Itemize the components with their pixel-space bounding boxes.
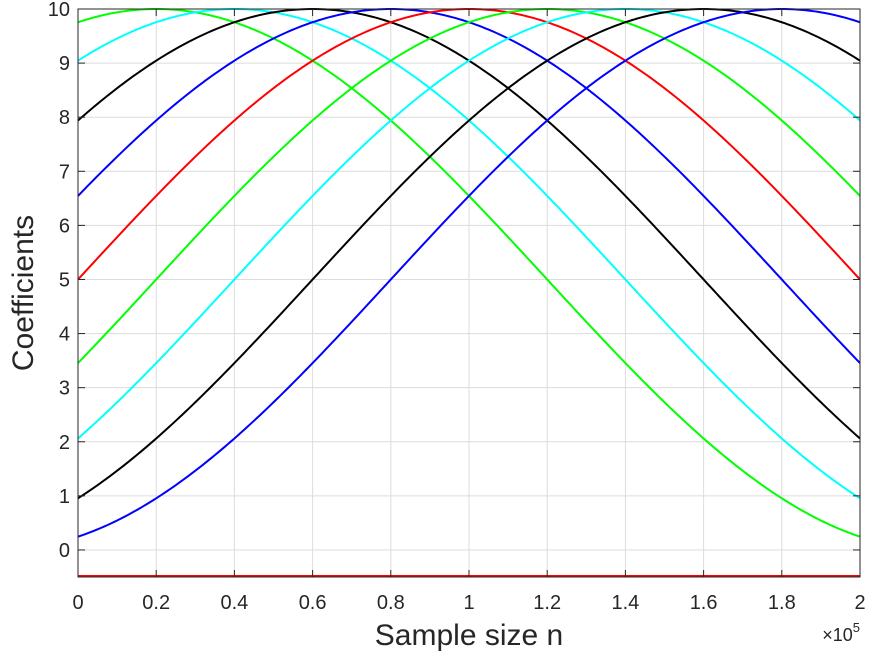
y-tick-label: 4 xyxy=(59,324,70,346)
y-tick-label: 9 xyxy=(59,53,70,75)
x-axis-exponent: ×105 xyxy=(822,620,860,645)
y-tick-label: 8 xyxy=(59,107,70,129)
x-tick-label: 0.8 xyxy=(377,592,405,614)
y-tick-label: 1 xyxy=(59,486,70,508)
y-tick-label: 7 xyxy=(59,161,70,183)
x-tick-label: 0 xyxy=(72,592,83,614)
series-line-cyan-peak-1.4 xyxy=(77,7,861,440)
axes xyxy=(77,8,861,578)
x-tick-label: 1.8 xyxy=(768,592,796,614)
x-tick-label: 0.6 xyxy=(299,592,327,614)
x-tick-label: 0.2 xyxy=(142,592,170,614)
series-line-green-peak-1.2 xyxy=(77,7,861,364)
y-tick-label: 10 xyxy=(48,0,70,21)
y-tick-label: 5 xyxy=(59,269,70,291)
y-tick-label: 2 xyxy=(59,432,70,454)
y-axis-label: Coefficients xyxy=(7,215,40,371)
series-line-black-peak-1.6 xyxy=(77,7,861,500)
x-tick-label: 0.4 xyxy=(220,592,248,614)
x-tick-label: 1 xyxy=(463,592,474,614)
x-axis-label: Sample size n xyxy=(375,619,563,652)
x-exponent-power: 5 xyxy=(853,620,860,635)
y-tick-label: 6 xyxy=(59,215,70,237)
x-tick-label: 1.2 xyxy=(533,592,561,614)
x-exponent-base: ×10 xyxy=(822,625,853,645)
series-line-blue-peak-1.8 xyxy=(77,7,861,538)
y-tick-label: 3 xyxy=(59,378,70,400)
tick-labels: 0 0.2 0.4 0.6 0.8 1 1.2 1.4 1.6 1.8 2 0 1 2 3 4 5 6 7 8 9 10 xyxy=(48,0,866,614)
x-tick-label: 2 xyxy=(854,592,865,614)
x-tick-label: 1.4 xyxy=(611,592,639,614)
x-tick-label: 1.6 xyxy=(690,592,718,614)
y-tick-label: 0 xyxy=(59,540,70,562)
